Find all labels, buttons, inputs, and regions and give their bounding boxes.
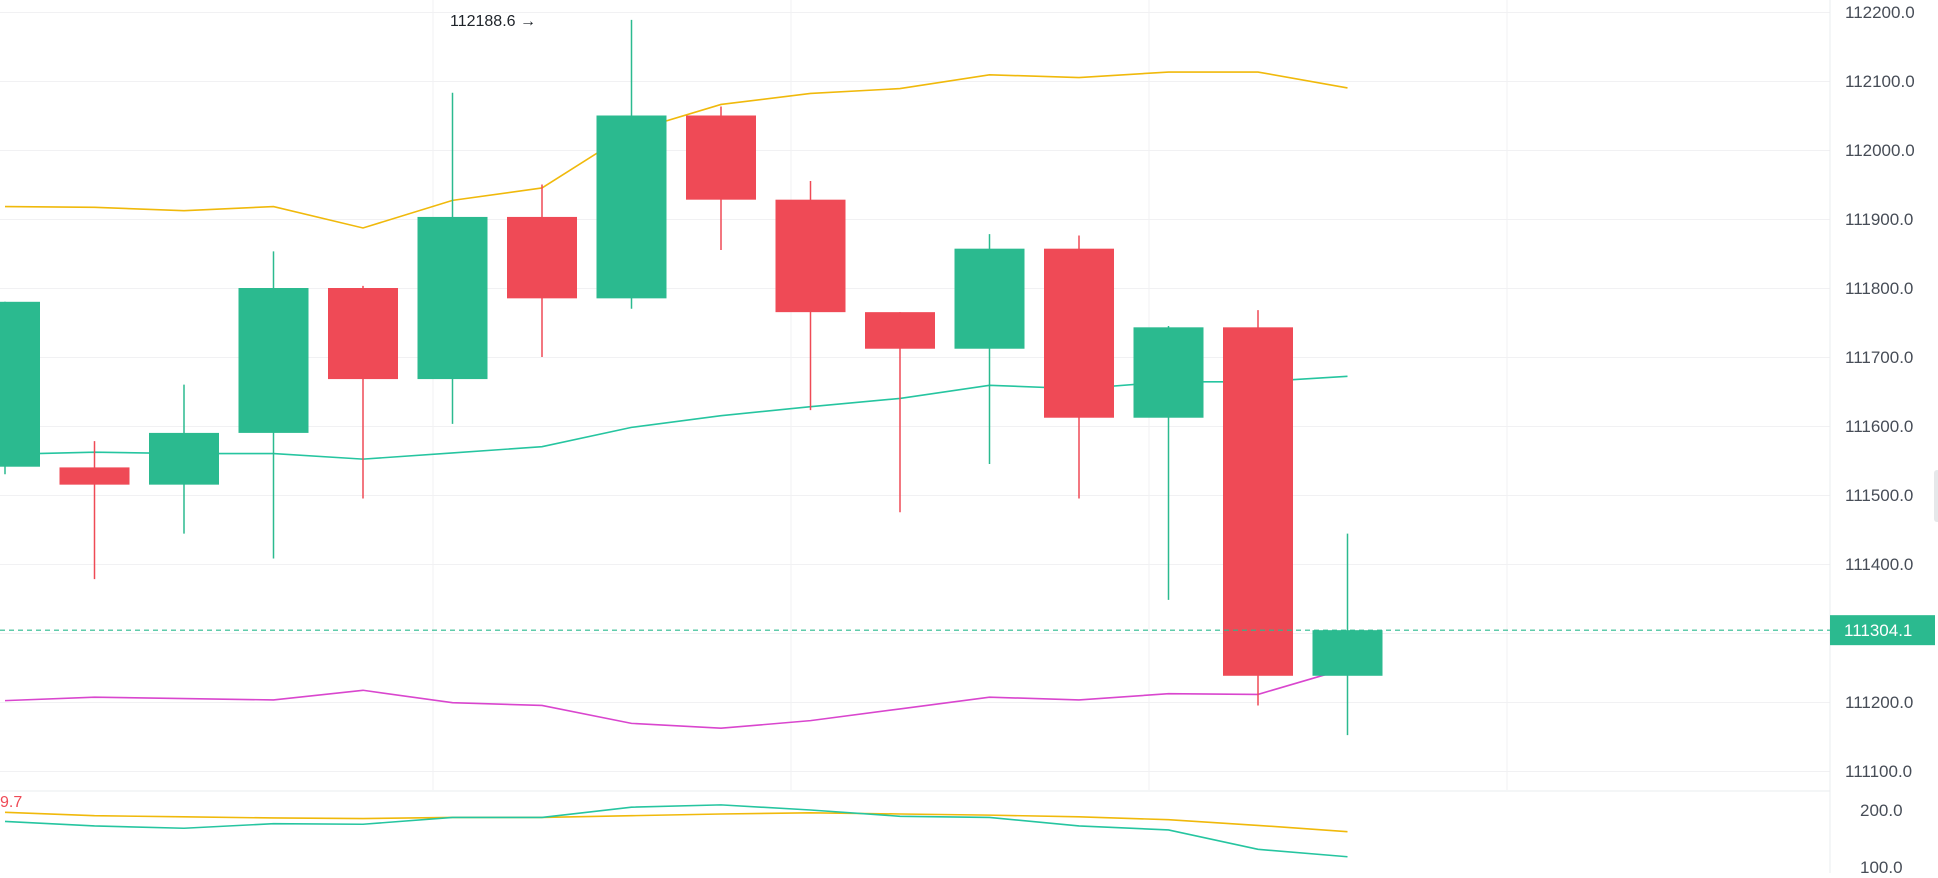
candle [865,312,935,513]
candle-body [1044,248,1114,418]
price-tick-label: 111800.0 [1845,279,1913,298]
price-tick-label: 111200.0 [1845,693,1913,712]
candle [1312,533,1383,736]
candle [417,92,488,424]
price-tick-label: 111400.0 [1845,555,1913,574]
candle-body [775,199,846,313]
candle-body [1133,327,1204,418]
candle-body [865,312,935,349]
indicator-line [4,811,1348,833]
candle-body [59,467,130,485]
candle-body [1312,630,1383,676]
band-line-upper [4,71,1348,229]
candle [238,251,309,559]
price-axis: 112200.0 112100.0 112000.0 111900.0 111800.0… [1830,3,1938,781]
candle [1044,235,1114,499]
high-marker-label: 112188.6 → [450,13,536,30]
candle [59,441,130,580]
band-line-middle [4,375,1348,460]
indicator-panel: 200.0 100.0 9.7 [0,794,1903,877]
high-marker: 112188.6 → [450,13,536,30]
candle-body [149,432,219,485]
indicator-tick-label: 200.0 [1860,801,1903,820]
candle [954,234,1025,464]
price-tick-label: 111500.0 [1845,486,1913,505]
bands [4,71,1348,730]
candle [596,19,667,309]
price-tick-label: 111100.0 [1845,762,1912,781]
price-tick-label: 111600.0 [1845,417,1913,436]
price-tick-label: 112200.0 [1845,3,1915,22]
price-tick-label: 112000.0 [1845,141,1915,160]
candle-body [328,288,398,380]
current-price-label: 111304.1 [1844,621,1912,640]
current-price-tag [1830,615,1935,646]
candle-body [507,216,577,299]
price-tick-label: 111700.0 [1845,348,1913,367]
candle [507,184,577,357]
price-tick-label: 111900.0 [1845,210,1913,229]
candle-body [417,216,488,380]
candle [149,384,219,534]
indicator-value-label: 9.7 [0,794,22,811]
candle-body [596,115,667,299]
candle-body [1223,327,1293,676]
candle-body [686,115,756,200]
scroll-handle [1934,470,1938,522]
candle-body [954,248,1025,349]
candle-body [238,288,309,433]
candle [1223,310,1293,706]
candle [0,301,40,475]
price-tick-label: 112100.0 [1845,72,1915,91]
candle [686,106,756,251]
candles [0,19,1383,736]
band-line-lower [4,667,1348,730]
indicator-line [4,804,1348,858]
candle [328,285,398,499]
candle [775,181,846,411]
indicator-tick-label: 100.0 [1860,858,1903,873]
candle [1133,325,1204,600]
candle-body [0,301,40,467]
grid [0,0,1831,873]
